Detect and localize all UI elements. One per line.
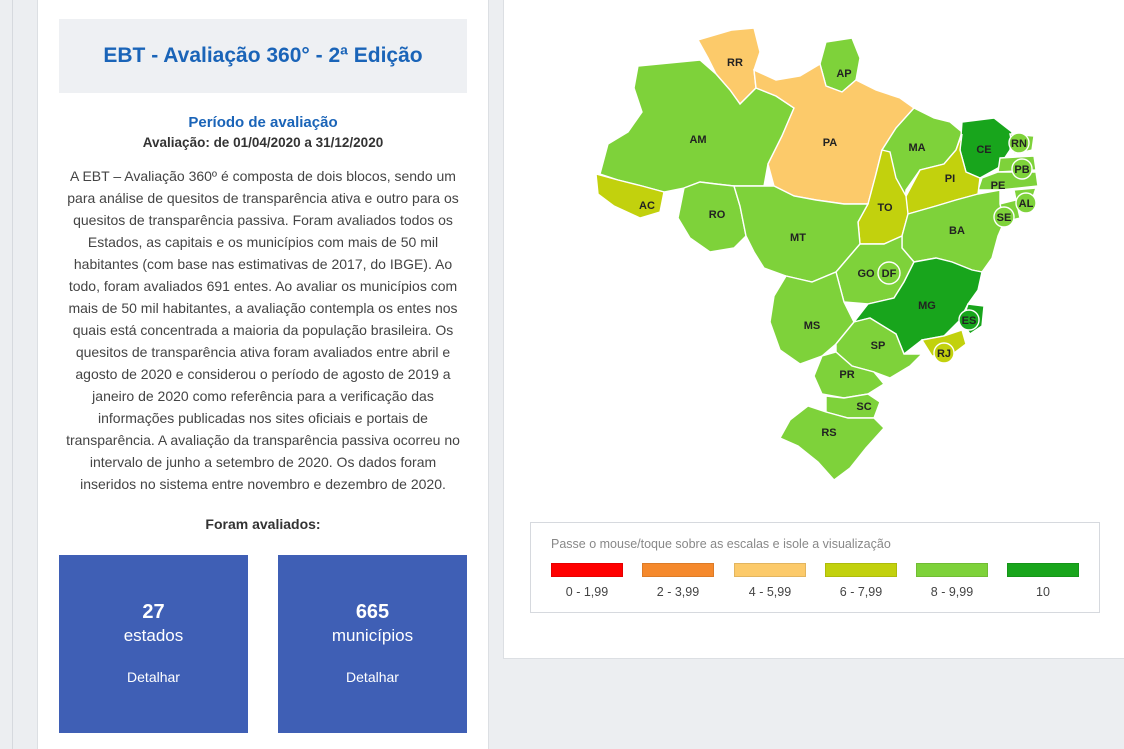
period-title: Período de avaliação (188, 114, 338, 131)
state-rs[interactable] (779, 405, 885, 481)
state-rj-marker[interactable] (933, 342, 955, 364)
legend-swatch (916, 563, 988, 577)
legend-label: 6 - 7,99 (839, 585, 883, 599)
page-title: EBT - Avaliação 360° - 2ª Edição (103, 44, 423, 67)
legend-label: 8 - 9,99 (930, 585, 974, 599)
states-count: 27 (142, 601, 165, 623)
map-panel: RR AP AM PA MA CE RN PB PE AL SE PI TO A… (503, 0, 1124, 659)
state-al-marker[interactable] (1015, 192, 1037, 214)
legend-label: 4 - 5,99 (748, 585, 792, 599)
title-box: EBT - Avaliação 360° - 2ª Edição (59, 19, 467, 93)
municipalities-card[interactable]: 665 municípios Detalhar (278, 555, 467, 733)
evaluated-title: Foram avaliados: (205, 516, 321, 532)
state-ms[interactable] (769, 271, 855, 365)
state-ac[interactable] (595, 173, 665, 219)
brazil-map: RR AP AM PA MA CE RN PB PE AL SE PI TO A… (595, 27, 1039, 481)
legend-item-8-9-99[interactable]: 8 - 9,99 (916, 563, 988, 599)
states-detail-link[interactable]: Detalhar (127, 669, 180, 685)
legend-item-0-1-99[interactable]: 0 - 1,99 (551, 563, 623, 599)
page-gutter (0, 0, 13, 749)
states-card[interactable]: 27 estados Detalhar (59, 555, 248, 733)
legend-item-6-7-99[interactable]: 6 - 7,99 (825, 563, 897, 599)
legend-item-4-5-99[interactable]: 4 - 5,99 (734, 563, 806, 599)
state-sp[interactable] (835, 317, 924, 379)
legend-label: 0 - 1,99 (565, 585, 609, 599)
municipalities-label: municípios (331, 626, 414, 645)
legend: Passe o mouse/toque sobre as escalas e i… (530, 522, 1100, 613)
legend-label: 2 - 3,99 (656, 585, 700, 599)
legend-hint: Passe o mouse/toque sobre as escalas e i… (551, 537, 891, 551)
legend-swatch (551, 563, 623, 577)
legend-item-10[interactable]: 10 (1007, 563, 1079, 599)
states-label: estados (123, 626, 184, 645)
state-rn-marker[interactable] (1008, 132, 1030, 154)
legend-swatch (642, 563, 714, 577)
legend-label: 10 (1036, 585, 1050, 599)
state-pb-marker[interactable] (1011, 158, 1033, 180)
legend-swatch (734, 563, 806, 577)
legend-swatch (1007, 563, 1079, 577)
state-df[interactable] (877, 261, 901, 285)
municipalities-count: 665 (355, 601, 390, 623)
state-es-marker[interactable] (958, 309, 980, 331)
state-se-marker[interactable] (993, 206, 1015, 228)
state-pr[interactable] (813, 351, 886, 399)
legend-swatch (825, 563, 897, 577)
summary-panel: EBT - Avaliação 360° - 2ª Edição Período… (37, 0, 489, 749)
description-text: A EBT – Avaliação 360º é composta de doi… (66, 168, 460, 492)
legend-item-2-3-99[interactable]: 2 - 3,99 (642, 563, 714, 599)
period-dates: Avaliação: de 01/04/2020 a 31/12/2020 (142, 135, 384, 150)
municipalities-detail-link[interactable]: Detalhar (346, 669, 399, 685)
